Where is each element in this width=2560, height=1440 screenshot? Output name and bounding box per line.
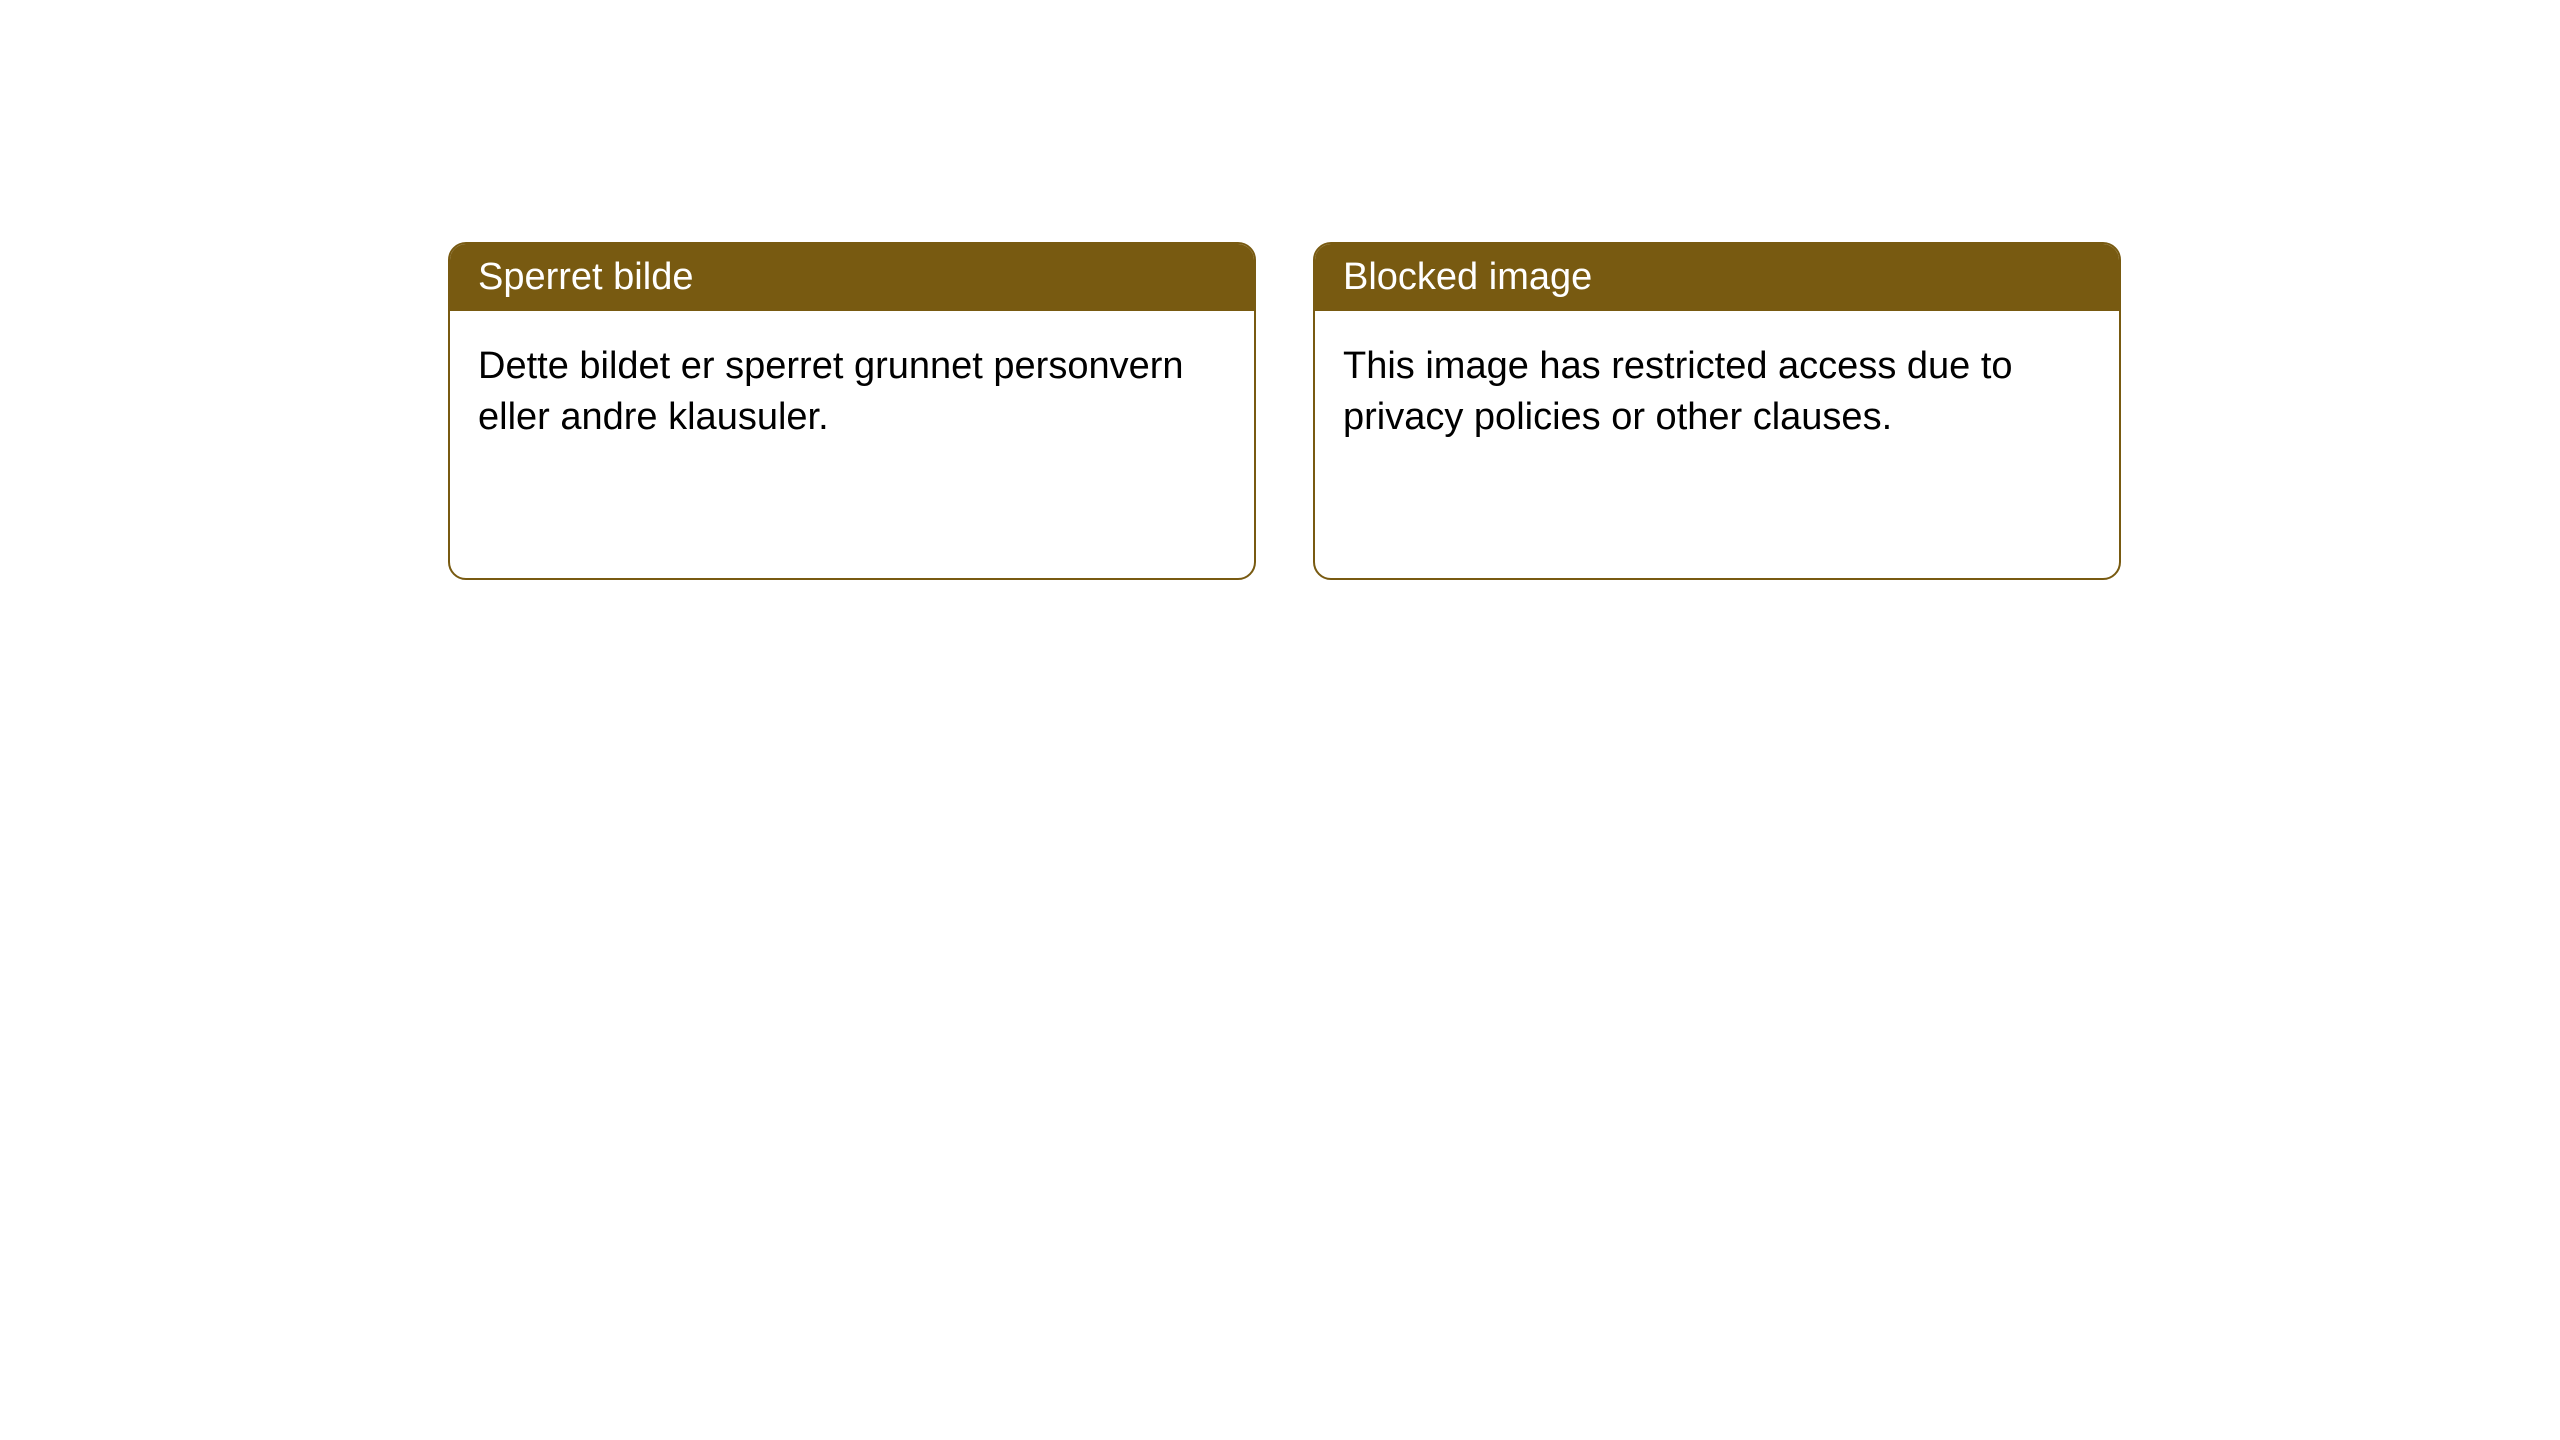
- card-body-text: This image has restricted access due to …: [1343, 345, 2013, 438]
- card-norwegian: Sperret bilde Dette bildet er sperret gr…: [448, 242, 1256, 580]
- card-header-text: Blocked image: [1343, 256, 1592, 298]
- card-english: Blocked image This image has restricted …: [1313, 242, 2121, 580]
- card-body: This image has restricted access due to …: [1315, 311, 2119, 474]
- card-header: Sperret bilde: [450, 244, 1254, 311]
- card-header-text: Sperret bilde: [478, 256, 693, 298]
- cards-container: Sperret bilde Dette bildet er sperret gr…: [448, 242, 2121, 580]
- card-body: Dette bildet er sperret grunnet personve…: [450, 311, 1254, 474]
- card-body-text: Dette bildet er sperret grunnet personve…: [478, 345, 1184, 438]
- card-header: Blocked image: [1315, 244, 2119, 311]
